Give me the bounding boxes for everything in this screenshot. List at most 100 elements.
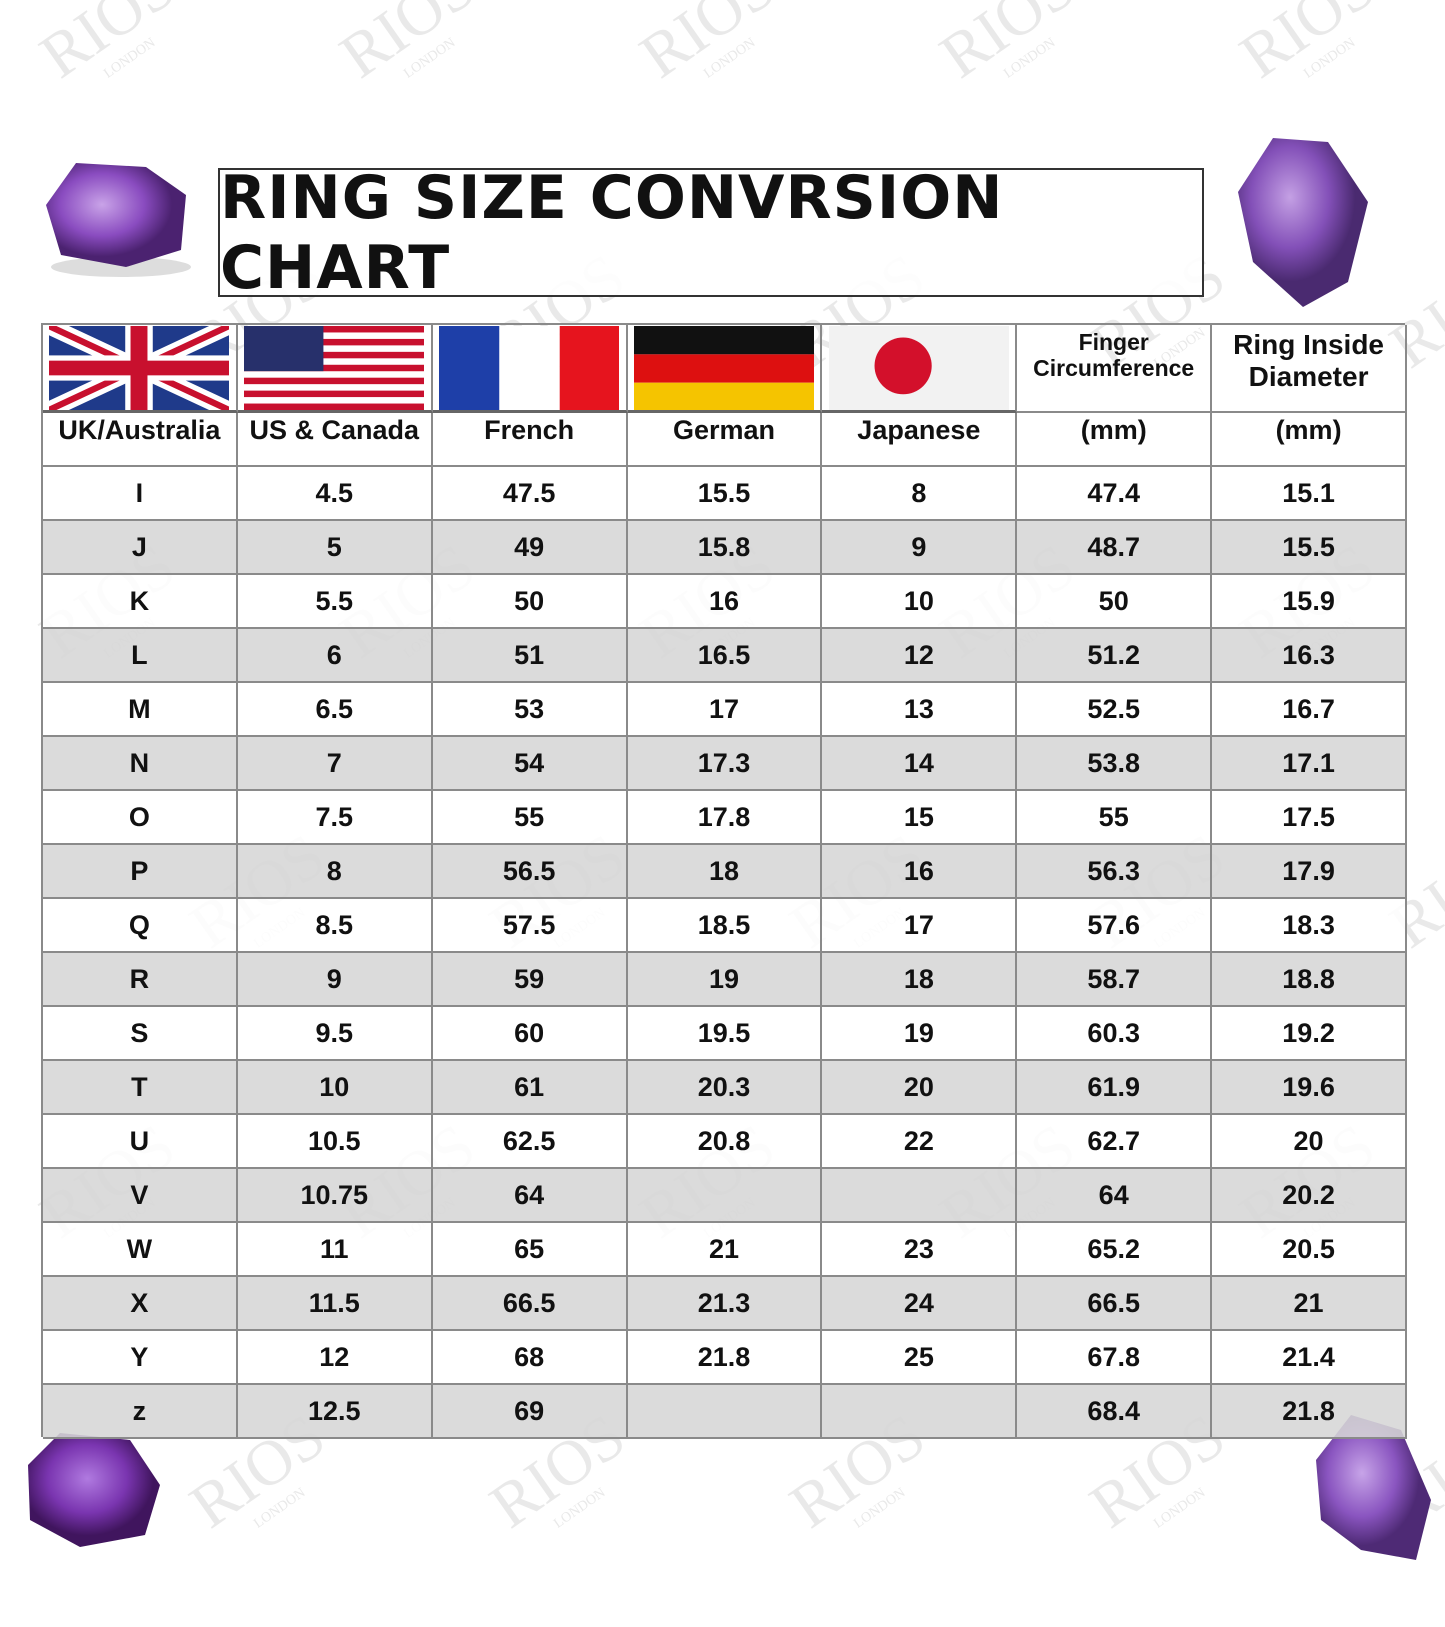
table-cell: 68.4 xyxy=(1017,1385,1213,1439)
table-cell: 8.5 xyxy=(237,899,433,953)
table-cell: 67.8 xyxy=(1017,1331,1213,1385)
column-header: (mm) xyxy=(1017,413,1213,467)
table-cell: 18 xyxy=(822,953,1018,1007)
table-cell: 8 xyxy=(822,467,1018,521)
table-cell: 58.7 xyxy=(1017,953,1213,1007)
table-cell: 47.4 xyxy=(1017,467,1213,521)
table-cell xyxy=(627,1385,823,1439)
table-cell: Q xyxy=(43,899,238,953)
table-cell: 17 xyxy=(822,899,1018,953)
table-cell: 64 xyxy=(432,1169,628,1223)
table-cell: 53 xyxy=(432,683,628,737)
table-cell: 60 xyxy=(432,1007,628,1061)
table-cell: 61.9 xyxy=(1017,1061,1213,1115)
flag xyxy=(828,325,1009,410)
table-cell: 4.5 xyxy=(237,467,433,521)
table-cell: 5.5 xyxy=(237,575,433,629)
table-cell: 9 xyxy=(822,521,1018,575)
table-cell: 21 xyxy=(1212,1277,1407,1331)
table-cell: 66.5 xyxy=(432,1277,628,1331)
gem xyxy=(46,163,191,277)
table-cell: 56.5 xyxy=(432,845,628,899)
table-cell: 59 xyxy=(432,953,628,1007)
table-cell: 18.5 xyxy=(627,899,823,953)
table-cell: 52.5 xyxy=(1017,683,1213,737)
table-cell: 18.3 xyxy=(1212,899,1407,953)
table-cell: 6.5 xyxy=(237,683,433,737)
table-cell: 10 xyxy=(237,1061,433,1115)
column-header: German xyxy=(627,413,823,467)
table-cell: K xyxy=(43,575,238,629)
flag xyxy=(439,325,620,410)
table-cell: 13 xyxy=(822,683,1018,737)
table-cell: 19.2 xyxy=(1212,1007,1407,1061)
table-cell: 7.5 xyxy=(237,791,433,845)
header-top: Ring Inside Diameter xyxy=(1212,325,1407,413)
table-cell: 22 xyxy=(822,1115,1018,1169)
table-cell: 24 xyxy=(822,1277,1018,1331)
table-cell: 62.5 xyxy=(432,1115,628,1169)
table-cell: 20.5 xyxy=(1212,1223,1407,1277)
table-cell: 66.5 xyxy=(1017,1277,1213,1331)
table-cell: 12 xyxy=(237,1331,433,1385)
table-cell: 20.2 xyxy=(1212,1169,1407,1223)
table-cell: z xyxy=(43,1385,238,1439)
column-header: Japanese xyxy=(822,413,1018,467)
table-cell: N xyxy=(43,737,238,791)
table-cell xyxy=(627,1169,823,1223)
flag xyxy=(244,325,425,410)
table-cell: 15.1 xyxy=(1212,467,1407,521)
table-cell: 21 xyxy=(627,1223,823,1277)
table-cell: 21.8 xyxy=(1212,1385,1407,1439)
table-cell: 21.3 xyxy=(627,1277,823,1331)
flag-cell xyxy=(43,325,238,413)
table-cell: P xyxy=(43,845,238,899)
table-cell: 16 xyxy=(627,575,823,629)
table-cell: 16 xyxy=(822,845,1018,899)
table-cell: 17.1 xyxy=(1212,737,1407,791)
table-cell xyxy=(822,1169,1018,1223)
table-cell: O xyxy=(43,791,238,845)
table-cell: 14 xyxy=(822,737,1018,791)
title-box: RING SIZE CONVRSION CHART xyxy=(218,163,1204,303)
gem xyxy=(1238,138,1368,307)
table-cell: 8 xyxy=(237,845,433,899)
column-header: (mm) xyxy=(1212,413,1407,467)
column-header: US & Canada xyxy=(237,413,433,467)
table-cell: 69 xyxy=(432,1385,628,1439)
table-cell: 19.6 xyxy=(1212,1061,1407,1115)
table-cell: 60.3 xyxy=(1017,1007,1213,1061)
table-cell: 16.3 xyxy=(1212,629,1407,683)
table-cell: 18 xyxy=(627,845,823,899)
table-cell: 12.5 xyxy=(237,1385,433,1439)
table-cell: 15.5 xyxy=(627,467,823,521)
flag-cell xyxy=(237,325,433,413)
table-cell: 12 xyxy=(822,629,1018,683)
table-cell: 10.75 xyxy=(237,1169,433,1223)
table-cell: 53.8 xyxy=(1017,737,1213,791)
table-cell: 68 xyxy=(432,1331,628,1385)
table-cell: 15.9 xyxy=(1212,575,1407,629)
table-cell: L xyxy=(43,629,238,683)
table-cell: U xyxy=(43,1115,238,1169)
table-cell: V xyxy=(43,1169,238,1223)
table-cell: X xyxy=(43,1277,238,1331)
table-cell: 16.7 xyxy=(1212,683,1407,737)
table-cell: 25 xyxy=(822,1331,1018,1385)
table-cell: Y xyxy=(43,1331,238,1385)
table-cell: 20.8 xyxy=(627,1115,823,1169)
table-cell: T xyxy=(43,1061,238,1115)
table-cell: 62.7 xyxy=(1017,1115,1213,1169)
table-cell: 64 xyxy=(1017,1169,1213,1223)
table-cell: 51.2 xyxy=(1017,629,1213,683)
table-cell: 15 xyxy=(822,791,1018,845)
table-cell: 48.7 xyxy=(1017,521,1213,575)
table-cell: 17.5 xyxy=(1212,791,1407,845)
table-cell: 54 xyxy=(432,737,628,791)
table-cell xyxy=(822,1385,1018,1439)
table-cell: 9.5 xyxy=(237,1007,433,1061)
